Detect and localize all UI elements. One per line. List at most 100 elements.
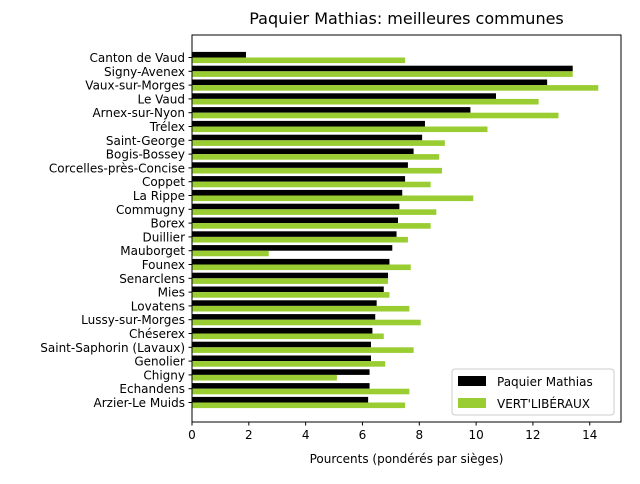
bar-paquier-mathias-trelex	[192, 120, 425, 127]
bar-paquier-mathias-canton-de-vaud	[192, 51, 246, 58]
bar-paquier-mathias-chigny	[192, 369, 370, 375]
bar-paquier-mathias-le-vaud	[192, 93, 496, 99]
y-tick-label: Saint-Saphorin (Lavaux)	[40, 341, 185, 355]
y-tick-label: Arzier-Le Muids	[94, 396, 186, 410]
y-tick-label: Genolier	[134, 355, 185, 369]
bar-paquier-mathias-saint-saphorin-lavaux	[192, 341, 371, 348]
x-ticks: 0 2 4 6 8 10 12 14	[188, 422, 597, 442]
bar-vert-liberaux-duillier	[192, 236, 408, 243]
bar-vert-liberaux-saint-george	[192, 140, 445, 146]
bar-vert-liberaux-mies	[192, 292, 390, 298]
bar-paquier-mathias-arzier-le-muids	[192, 396, 369, 403]
bar-vert-liberaux-lussy-sur-morges	[192, 319, 421, 326]
legend-swatch-paquier-mathias	[458, 376, 486, 386]
y-tick-label: Chigny	[143, 368, 185, 382]
y-tick-label: Canton de Vaud	[90, 51, 185, 65]
bar-paquier-mathias-signy-avenex	[192, 65, 573, 72]
y-tick-label: Duillier	[143, 230, 186, 244]
bar-paquier-mathias-genolier	[192, 355, 371, 362]
y-tick-label: Trélex	[149, 120, 185, 134]
bar-paquier-mathias-la-rippe	[192, 189, 403, 196]
x-tick-label: 10	[468, 428, 483, 442]
bar-paquier-mathias-mies	[192, 286, 384, 293]
x-tick-label: 6	[359, 428, 367, 442]
y-tick-label: Senarclens	[119, 272, 185, 286]
bar-paquier-mathias-saint-george	[192, 134, 423, 141]
y-tick-label: La Rippe	[133, 189, 185, 203]
bars-group	[192, 51, 599, 409]
x-tick-label: 14	[582, 428, 597, 442]
y-tick-label: Mauborget	[120, 244, 185, 258]
y-tick-label: Coppet	[142, 175, 185, 189]
legend: Paquier Mathias VERT'LIBÉRAUX	[451, 368, 615, 416]
bar-paquier-mathias-commugny	[192, 203, 400, 210]
bar-paquier-mathias-arnex-sur-nyon	[192, 107, 471, 113]
y-tick-label: Saint-George	[106, 134, 185, 148]
bar-vert-liberaux-canton-de-vaud	[192, 57, 406, 64]
bar-paquier-mathias-borex	[192, 217, 398, 224]
chart-title: Paquier Mathias: meilleures communes	[249, 9, 564, 28]
y-tick-label: Vaux-sur-Morges	[85, 79, 185, 93]
bar-vert-liberaux-chigny	[192, 374, 337, 381]
x-tick-label: 0	[188, 428, 196, 442]
bar-vert-liberaux-founex	[192, 264, 411, 271]
y-tick-label: Corcelles-près-Concise	[49, 161, 185, 175]
legend-swatch-vert-liberaux	[458, 398, 486, 408]
bar-vert-liberaux-mauborget	[192, 250, 269, 257]
bar-paquier-mathias-duillier	[192, 231, 397, 237]
x-tick-label: 12	[525, 428, 540, 442]
y-tick-label: Signy-Avenex	[104, 65, 185, 79]
bar-paquier-mathias-echandens	[192, 383, 370, 389]
bar-paquier-mathias-lussy-sur-morges	[192, 314, 376, 320]
bar-vert-liberaux-saint-saphorin-lavaux	[192, 347, 414, 353]
bar-vert-liberaux-la-rippe	[192, 195, 474, 202]
y-tick-label: Lovatens	[131, 299, 185, 313]
bar-paquier-mathias-cheserex	[192, 327, 373, 334]
bar-vert-liberaux-le-vaud	[192, 98, 539, 105]
bar-vert-liberaux-arzier-le-muids	[192, 402, 406, 409]
bar-paquier-mathias-mauborget	[192, 245, 393, 251]
bar-vert-liberaux-signy-avenex	[192, 71, 573, 77]
bar-vert-liberaux-echandens	[192, 388, 410, 395]
bar-vert-liberaux-bogis-bossey	[192, 154, 440, 160]
bar-vert-liberaux-arnex-sur-nyon	[192, 112, 559, 119]
y-tick-label: Echandens	[119, 382, 185, 396]
bar-vert-liberaux-lovatens	[192, 305, 410, 312]
x-tick-label: 2	[245, 428, 253, 442]
y-tick-label: Lussy-sur-Morges	[81, 313, 185, 327]
y-tick-label: Le Vaud	[137, 92, 185, 106]
y-tick-label: Borex	[150, 217, 185, 231]
y-tick-label: Arnex-sur-Nyon	[92, 106, 185, 120]
bar-vert-liberaux-commugny	[192, 209, 437, 215]
bar-paquier-mathias-founex	[192, 258, 390, 265]
bar-vert-liberaux-borex	[192, 223, 431, 229]
bar-vert-liberaux-corcelles-pres-concise	[192, 167, 443, 174]
bar-paquier-mathias-corcelles-pres-concise	[192, 162, 408, 168]
y-tick-label: Mies	[158, 286, 185, 300]
bar-paquier-mathias-coppet	[192, 176, 406, 182]
legend-label-paquier-mathias: Paquier Mathias	[497, 375, 593, 389]
bar-vert-liberaux-coppet	[192, 181, 431, 188]
bar-vert-liberaux-genolier	[192, 361, 386, 367]
x-tick-label: 4	[302, 428, 310, 442]
bar-paquier-mathias-lovatens	[192, 300, 377, 306]
bar-paquier-mathias-vaux-sur-morges	[192, 79, 548, 86]
bar-paquier-mathias-bogis-bossey	[192, 148, 414, 155]
bar-paquier-mathias-senarclens	[192, 272, 389, 279]
bar-vert-liberaux-senarclens	[192, 278, 389, 284]
bar-vert-liberaux-vaux-sur-morges	[192, 85, 599, 91]
bar-vert-liberaux-trelex	[192, 126, 488, 133]
legend-label-vert-liberaux: VERT'LIBÉRAUX	[497, 396, 590, 411]
y-tick-labels: Canton de VaudSigny-AvenexVaux-sur-Morge…	[40, 51, 192, 410]
y-tick-label: Founex	[142, 258, 185, 272]
legend-frame	[451, 368, 615, 416]
plot-frame	[191, 34, 622, 423]
bar-vert-liberaux-cheserex	[192, 333, 384, 340]
y-tick-label: Chéserex	[129, 327, 185, 341]
x-axis-label: Pourcents (pondérés par sièges)	[310, 452, 504, 466]
y-tick-label: Commugny	[116, 203, 185, 217]
y-tick-label: Bogis-Bossey	[106, 148, 185, 162]
x-tick-label: 8	[415, 428, 423, 442]
